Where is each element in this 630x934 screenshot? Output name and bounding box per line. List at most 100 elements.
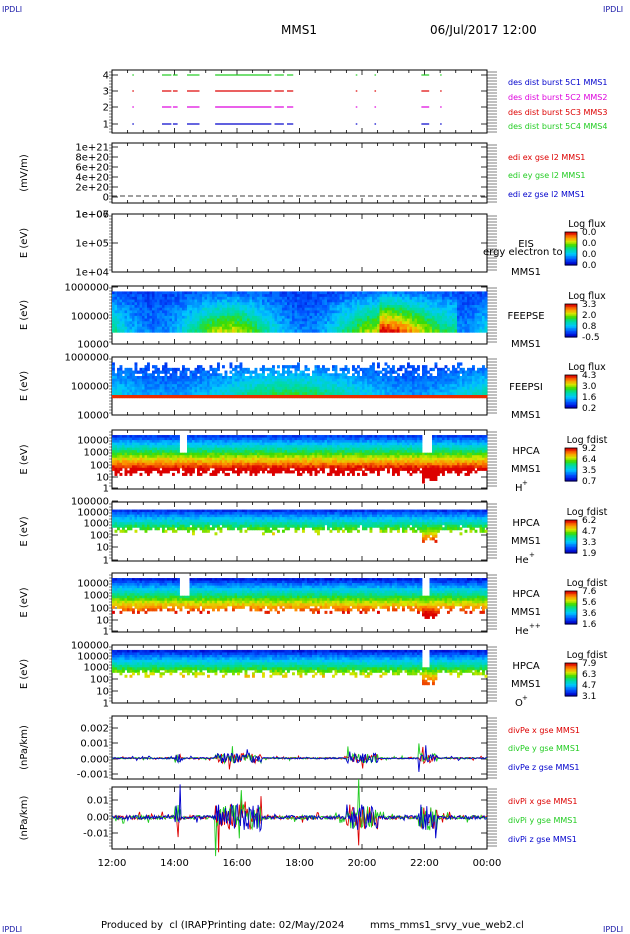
spectrogram-cell: [232, 395, 235, 399]
spectrogram-cell: [429, 296, 433, 301]
spectrogram-cell: [417, 318, 420, 322]
spectrogram-cell: [234, 376, 238, 380]
spectrogram-cell: [239, 310, 243, 314]
spectrogram-cell: [314, 367, 318, 372]
spectrogram-cell: [317, 310, 320, 314]
spectrogram-cell: [119, 472, 123, 476]
spectrogram-cell: [409, 365, 413, 369]
spectrogram-cell: [204, 318, 208, 322]
spectrogram-cell: [419, 386, 423, 391]
spectrogram-cell: [264, 313, 268, 317]
spectrogram-cell: [127, 307, 130, 311]
spectrogram-cell: [297, 365, 300, 369]
spectrogram-cell: [267, 321, 270, 325]
spectrogram-cell: [327, 329, 330, 333]
spectrogram-cell: [124, 305, 128, 309]
spectrogram-cell: [157, 370, 160, 374]
spectrogram-cell: [242, 392, 245, 396]
spectrogram-cell: [224, 299, 228, 303]
spectrogram-cell: [264, 389, 268, 393]
spectrogram-cell: [429, 373, 433, 377]
spectrogram-cell: [382, 296, 385, 301]
spectrogram-cell: [132, 296, 135, 301]
spectrogram-cell: [287, 389, 290, 393]
spectrogram-cell: [169, 296, 173, 301]
spectrogram-cell: [324, 392, 328, 396]
spectrogram-cell: [299, 294, 303, 298]
spectrogram-cell: [459, 386, 463, 391]
spectrogram-cell: [149, 389, 153, 393]
spectrogram-cell: [377, 310, 380, 314]
spectrogram-cell: [259, 392, 263, 396]
spectrogram-cell: [279, 299, 283, 303]
spectrogram-cell: [477, 307, 480, 311]
spectrogram-cell: [417, 395, 420, 399]
spectrogram-cell: [142, 378, 145, 382]
spectrogram-cell: [169, 367, 173, 372]
spectrogram-cell: [114, 384, 118, 388]
spectrogram-cell: [304, 302, 308, 306]
spectrogram-cell: [129, 329, 133, 333]
spectrogram-cell: [444, 392, 448, 396]
spectrogram-cell: [354, 302, 358, 306]
spectrogram-cell: [412, 389, 415, 393]
spectrogram-cell: [164, 299, 168, 303]
spectrogram-cell: [144, 450, 148, 454]
spectrogram-cell: [232, 321, 235, 325]
spectrogram-cell: [129, 384, 133, 388]
spectrogram-cell: [387, 389, 390, 393]
spectrogram-cell: [409, 395, 413, 399]
spectrogram-cell: [292, 299, 295, 303]
spectrogram-cell: [417, 384, 420, 388]
spectrogram-cell: [399, 307, 403, 311]
spectrogram-cell: [114, 445, 118, 449]
spectrogram-cell: [274, 313, 278, 317]
spectrogram-cell: [279, 302, 283, 306]
spectrogram-cell: [317, 378, 320, 382]
spectrogram-cell: [149, 305, 153, 309]
spectrogram-cell: [464, 384, 468, 388]
spectrogram-cell: [419, 305, 423, 309]
spectrogram-cell: [114, 318, 118, 322]
spectrogram-cell: [194, 302, 198, 306]
y-tick-label: 1: [103, 120, 109, 131]
spectrogram-cell: [319, 389, 323, 393]
spectrogram-cell: [224, 294, 228, 298]
spectrogram-cell: [419, 296, 423, 301]
spectrogram-cell: [397, 373, 400, 377]
spectrogram-cell: [449, 302, 453, 306]
spectrogram-cell: [204, 392, 208, 396]
spectrogram-cell: [214, 386, 218, 391]
spectrogram-cell: [384, 395, 388, 399]
spectrogram-cell: [179, 378, 183, 382]
spectrogram-cell: [412, 326, 415, 330]
spectrogram-cell: [459, 378, 463, 382]
spectrogram-cell: [329, 299, 333, 303]
spectrogram-cell: [342, 376, 345, 380]
spectrogram-cell: [129, 326, 133, 330]
spectrogram-cell: [172, 462, 175, 466]
spectrogram-cell: [254, 296, 258, 301]
spectrogram-cell: [197, 291, 200, 295]
spacecraft-label: MMS1: [511, 410, 541, 421]
spectrogram-cell: [179, 395, 183, 399]
spectrogram-cell: [294, 329, 298, 333]
spectrogram-cell: [389, 324, 393, 328]
spectrogram-cell: [412, 381, 415, 385]
spectrogram-cell: [337, 329, 340, 333]
spectrogram-cell: [247, 321, 250, 325]
spectrogram-cell: [324, 373, 328, 377]
spectrogram-cell: [267, 299, 270, 303]
spectrogram-cell: [182, 294, 185, 298]
spectrogram-cell: [254, 302, 258, 306]
spectrogram-cell: [422, 302, 425, 306]
spectrogram-cell: [169, 318, 173, 322]
spectrogram-cell: [162, 381, 165, 385]
spectrogram-cell: [427, 389, 430, 393]
spectrogram-cell: [334, 373, 338, 377]
spectrogram-cell: [212, 326, 215, 330]
spectrogram-cell: [357, 310, 360, 314]
spectrogram-cell: [212, 318, 215, 322]
spectrogram-cell: [169, 445, 173, 449]
spectrogram-cell: [429, 367, 433, 372]
